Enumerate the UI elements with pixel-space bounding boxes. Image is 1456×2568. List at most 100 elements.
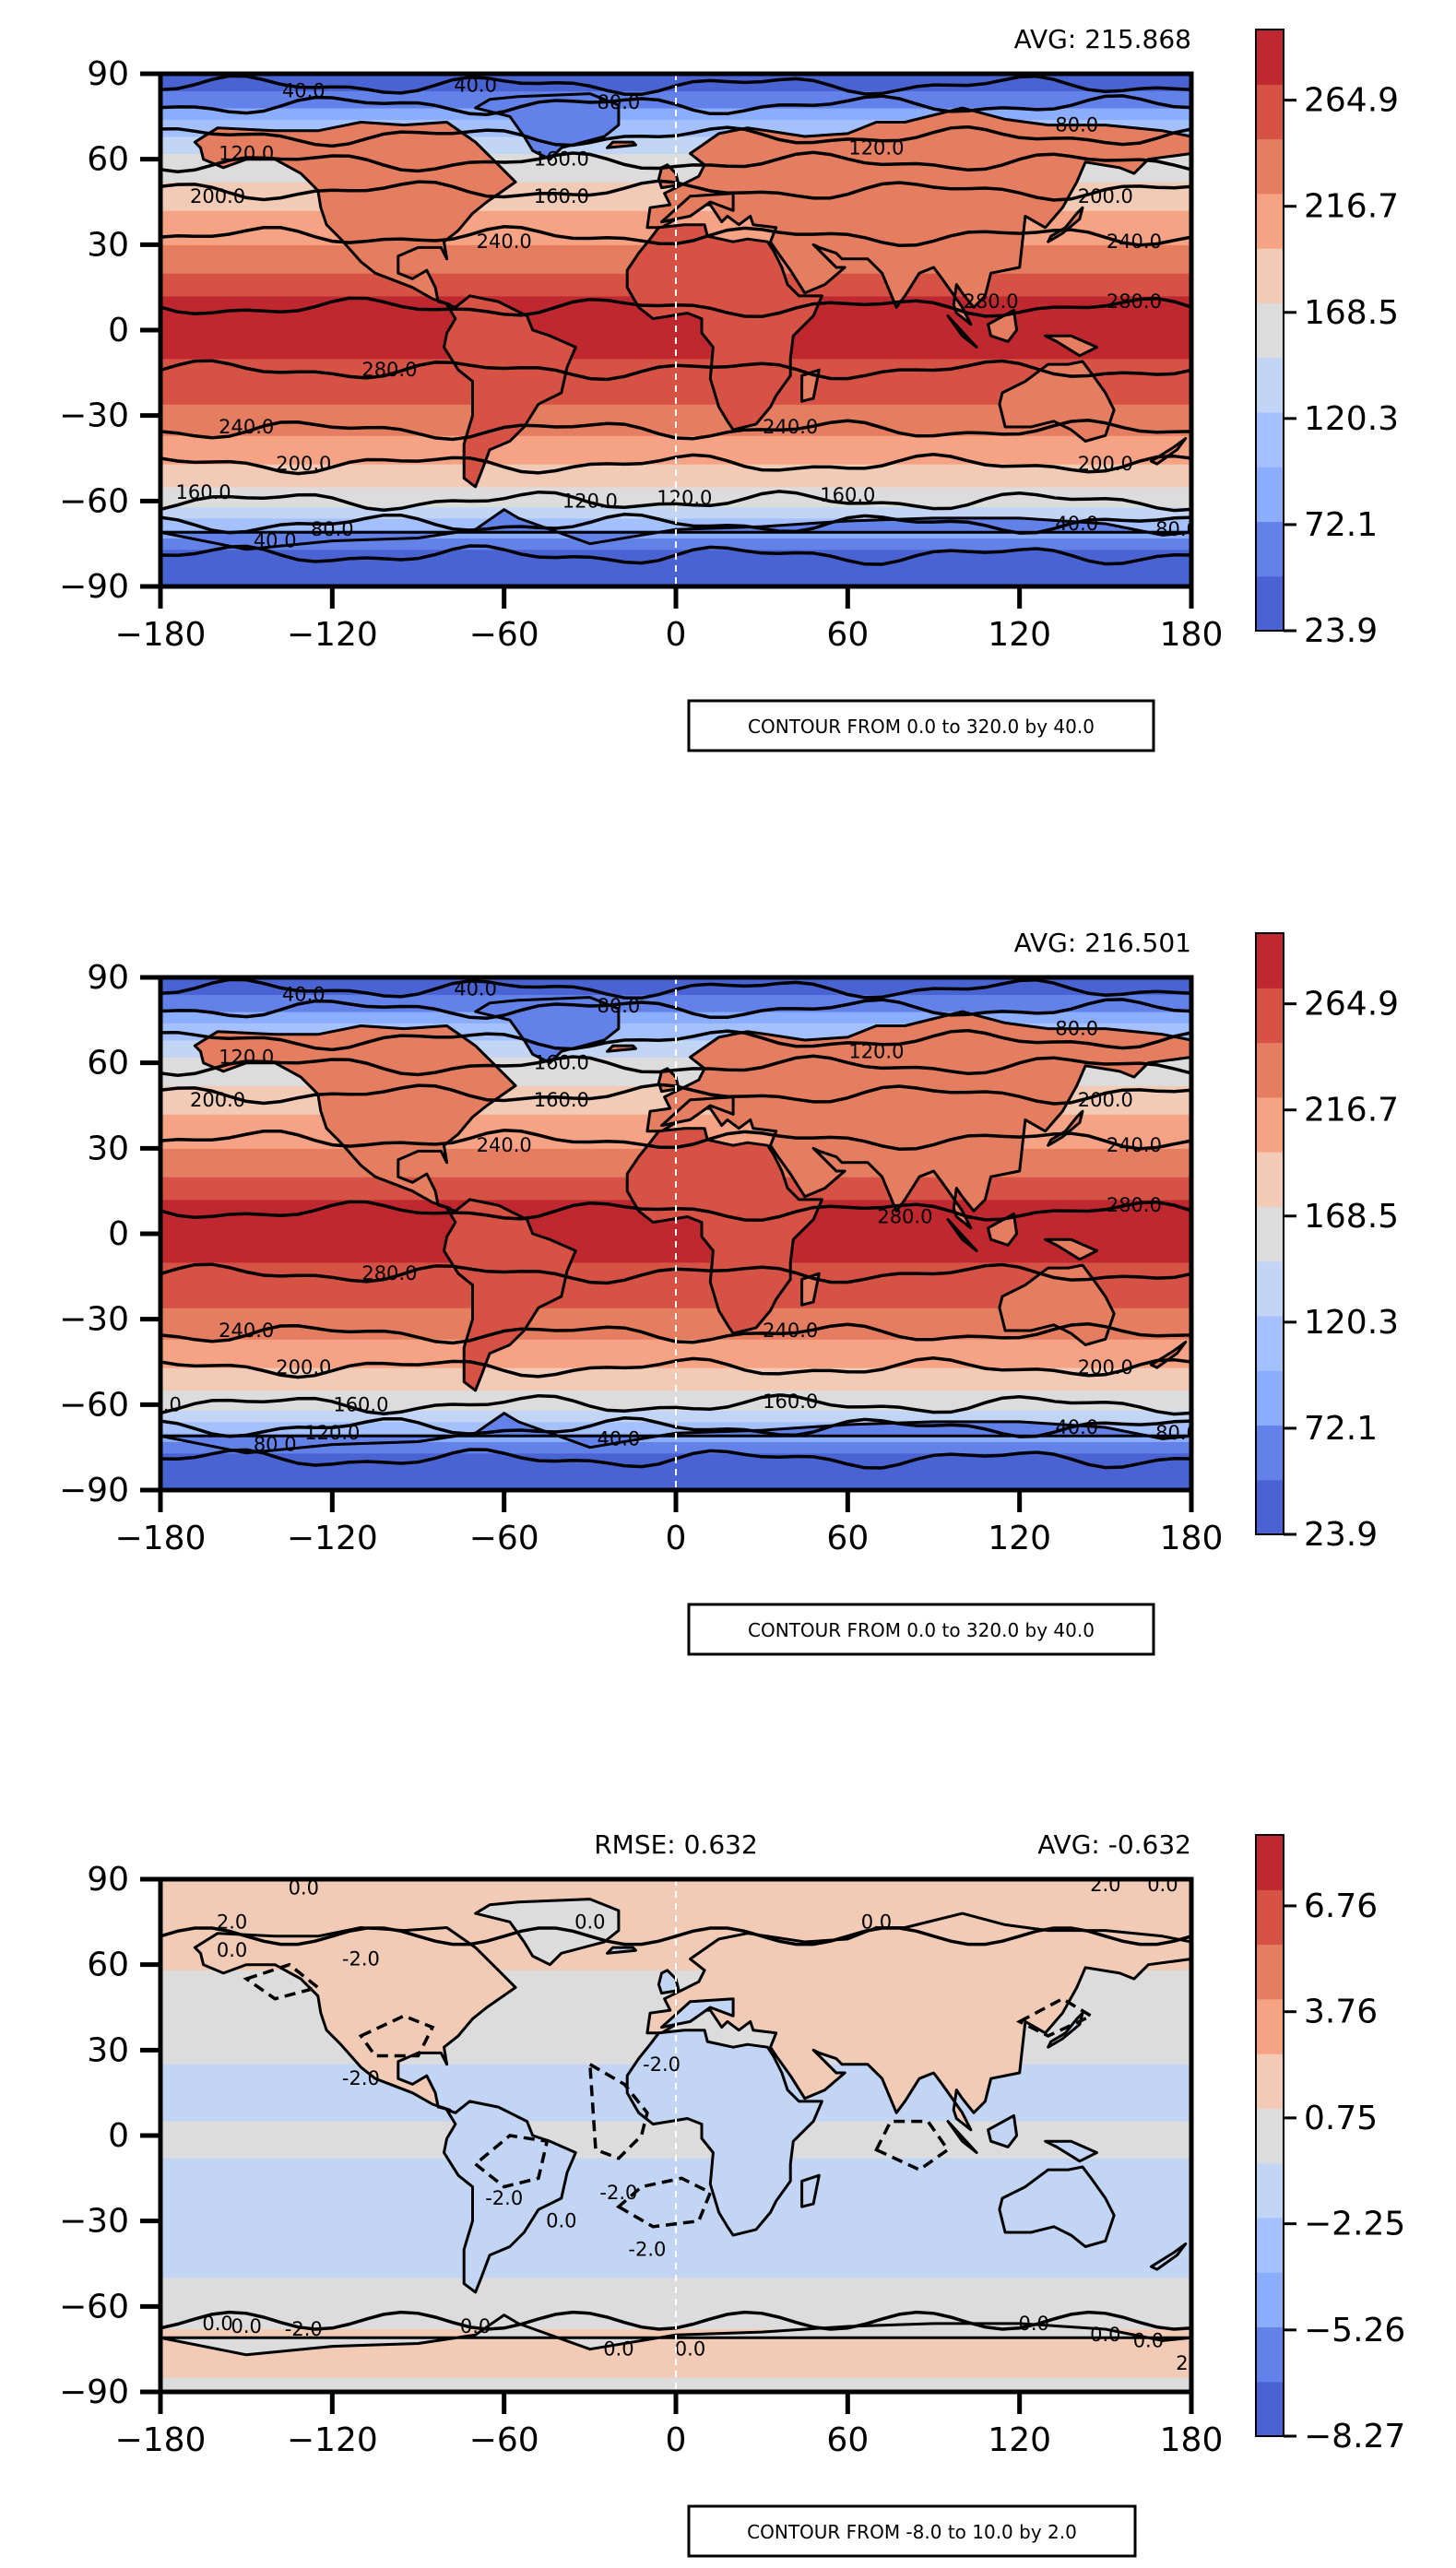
contour-label: 160.0: [534, 1052, 589, 1074]
landmass-15: [660, 1095, 735, 1128]
contour-labels: 0.02.00.0 -2.00.0 0.0-2.00.02.0 0.0-2.0-2.0…: [202, 1874, 1191, 2374]
x-tick-label: −180: [115, 616, 207, 654]
colorbar-segment: [1256, 1315, 1284, 1371]
contour-line: [160, 1393, 1191, 1416]
contour-label: -2.0: [342, 1948, 380, 1970]
colorbar-tick-label: 168.5: [1304, 1198, 1399, 1236]
landmass-7: [1044, 1237, 1098, 1261]
landmass-3: [645, 1010, 1191, 1230]
landmass-2: [443, 2100, 577, 2294]
contour-note: CONTOUR FROM -8.0 to 10.0 by 2.0: [687, 2504, 1137, 2558]
contour-line: [160, 150, 1191, 173]
colorbar-segment: [1256, 1998, 1284, 2054]
x-tick-label: 60: [826, 2421, 869, 2459]
contour-line: [160, 453, 1191, 476]
band-20: [160, 977, 1191, 996]
y-tick-label: 0: [108, 1215, 129, 1253]
contour-label: 200.0: [276, 453, 331, 475]
contour-label: -2.0: [485, 2187, 523, 2209]
contour-label: 240.0: [763, 416, 818, 438]
contour-label: 0.0: [1133, 2329, 1164, 2351]
colorbar-segment: [1256, 2053, 1284, 2109]
landmass-8: [946, 2120, 978, 2154]
contour-label: 280.0: [1107, 1194, 1162, 1216]
contour-label: 0.0: [202, 2313, 232, 2335]
contour-label: 120.0: [219, 1047, 274, 1069]
landmass-7: [1044, 334, 1098, 358]
x-tick-label: 180: [1160, 1520, 1224, 1557]
x-tick-label: −120: [287, 2421, 378, 2459]
landmass-8: [946, 1218, 978, 1252]
x-tick-label: −180: [115, 1520, 207, 1557]
colorbar-tick-label: 6.76: [1304, 1888, 1378, 1925]
contour-label: 280.0: [877, 1206, 932, 1228]
contour-label: 120.0: [219, 143, 274, 165]
colorbar-segment: [1256, 1425, 1284, 1481]
colorbar-tick-label: 72.1: [1304, 1410, 1378, 1448]
band-20: [160, 74, 1191, 92]
y-tick-label: −30: [59, 2203, 129, 2241]
contour-label: 200.0: [276, 1356, 331, 1379]
y-axis: 90 60 30 0 −30 −60 −90: [59, 959, 160, 1509]
contour-label: 0.0: [1090, 2324, 1120, 2346]
colorbar-tick-label: 23.9: [1304, 1516, 1378, 1554]
x-axis: −180 −120 −60 0 60 120 180: [115, 586, 1224, 654]
contour-label: 2.0: [1090, 1874, 1120, 1896]
y-tick-label: 0: [108, 2117, 129, 2155]
rmse-label: RMSE: 0.632: [594, 1829, 758, 1860]
contour-line: [160, 1356, 1191, 1379]
landmass-4: [625, 1127, 823, 1335]
contour-label: 160.0: [333, 1393, 388, 1415]
contour-label: 40.0: [1055, 1416, 1098, 1438]
contour-label: 240.0: [1107, 231, 1162, 253]
x-tick-label: 120: [988, 2421, 1051, 2459]
x-tick-label: 120: [988, 616, 1051, 654]
contour-label: 240.0: [1107, 1134, 1162, 1156]
landmass-14: [606, 1946, 637, 1955]
contour-label: -2.0: [599, 2182, 637, 2204]
contour-label: 0.0: [574, 1911, 605, 1933]
x-tick-label: 0: [666, 2421, 687, 2459]
contour-label: 280.0: [1107, 290, 1162, 313]
contour-label: 0.0: [460, 2315, 491, 2337]
colorbar-tick-label: 23.9: [1304, 612, 1378, 650]
colorbar-segment: [1256, 1152, 1284, 1207]
contour-line: [160, 490, 1191, 513]
landmass-1: [474, 1898, 621, 1967]
colorbar-segment: [1256, 1096, 1284, 1153]
colorbar-frame: [1255, 1834, 1284, 2437]
y-tick-label: 90: [87, 959, 129, 997]
x-axis: −180 −120 −60 0 60 120 180: [115, 1490, 1224, 1557]
y-tick-label: 90: [87, 1861, 129, 1899]
colorbar-segment: [1256, 575, 1284, 632]
x-tick-label: 180: [1160, 2421, 1224, 2459]
map-area: 0.02.00.0 -2.00.0 0.0-2.00.02.0 0.0-2.0-2.0…: [160, 1874, 1191, 2392]
contour-label: 80.0: [598, 995, 641, 1017]
x-tick-label: −120: [287, 616, 378, 654]
colorbar-tick-label: −5.26: [1304, 2312, 1405, 2349]
y-tick-label: 60: [87, 1045, 129, 1083]
y-tick-label: −90: [59, 568, 129, 606]
colorbar-segment: [1256, 1042, 1284, 1098]
y-axis: 90 60 30 0 −30 −60 −90: [59, 1861, 160, 2411]
x-tick-label: 180: [1160, 616, 1224, 654]
landmass-13: [800, 2173, 821, 2208]
contour-label: 0.0: [217, 1939, 247, 1961]
colorbar-tick-label: 264.9: [1304, 82, 1399, 120]
contour-label: 40.0: [454, 977, 497, 1000]
colorbar-tick-label: 168.5: [1304, 294, 1399, 332]
landmass-14: [606, 1044, 637, 1053]
contour-label: 120.0: [848, 1040, 904, 1062]
colorbar-segment: [1256, 357, 1284, 413]
colorbar-segment: [1256, 933, 1284, 988]
colorbar-segment: [1256, 521, 1284, 577]
contour-note: CONTOUR FROM 0.0 to 320.0 by 40.0: [687, 1603, 1155, 1656]
contour-label: 160.0: [534, 1089, 589, 1111]
colorbar-tick-label: 120.3: [1304, 400, 1399, 438]
colorbar-segment: [1256, 84, 1284, 140]
x-tick-label: 60: [826, 1520, 869, 1557]
colorbar-segment: [1256, 138, 1284, 195]
colorbar-tick-label: −8.27: [1304, 2418, 1405, 2456]
x-tick-label: −120: [287, 1520, 378, 1557]
colorbar-tick-label: 120.3: [1304, 1304, 1399, 1342]
